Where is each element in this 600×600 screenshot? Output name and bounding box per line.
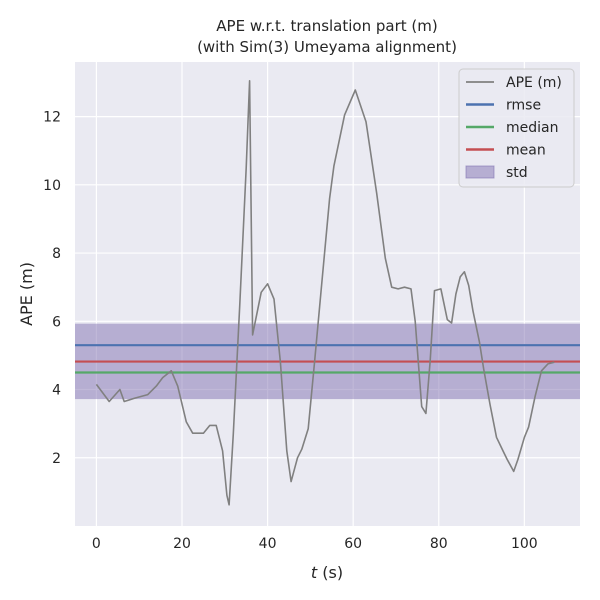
legend-label: APE (m) — [506, 75, 562, 91]
y-tick-label: 2 — [52, 451, 61, 467]
x-tick-label: 100 — [511, 536, 538, 552]
x-tick-label: 60 — [344, 536, 362, 552]
x-tick-label: 40 — [259, 536, 277, 552]
chart-title-line1: APE w.r.t. translation part (m) — [216, 17, 437, 35]
legend: APE (m) rmse median mean std — [458, 68, 575, 188]
y-tick-label: 10 — [43, 178, 61, 194]
legend-label: median — [506, 120, 558, 136]
x-axis-label: t (s) — [311, 563, 343, 582]
x-tick-label: 80 — [430, 536, 448, 552]
ape-series-line — [95, 80, 555, 506]
y-tick-label: 8 — [52, 246, 61, 262]
chart-title-line2: (with Sim(3) Umeyama alignment) — [197, 38, 457, 56]
x-tick-label: 0 — [92, 536, 101, 552]
tick-labels: 0 20 40 60 80 100 2 4 6 8 10 12 — [43, 110, 538, 552]
legend-box — [458, 68, 575, 188]
y-tick-label: 12 — [43, 110, 61, 126]
y-tick-label: 4 — [52, 383, 61, 399]
legend-label: mean — [506, 143, 546, 159]
x-tick-label: 20 — [173, 536, 191, 552]
legend-swatch-std — [465, 165, 495, 179]
legend-label: rmse — [506, 98, 541, 114]
legend-label: std — [506, 165, 528, 181]
y-axis-label: APE (m) — [17, 262, 36, 326]
stat-lines — [75, 344, 580, 374]
y-tick-label: 6 — [52, 314, 61, 330]
ape-series-layer — [95, 80, 555, 506]
